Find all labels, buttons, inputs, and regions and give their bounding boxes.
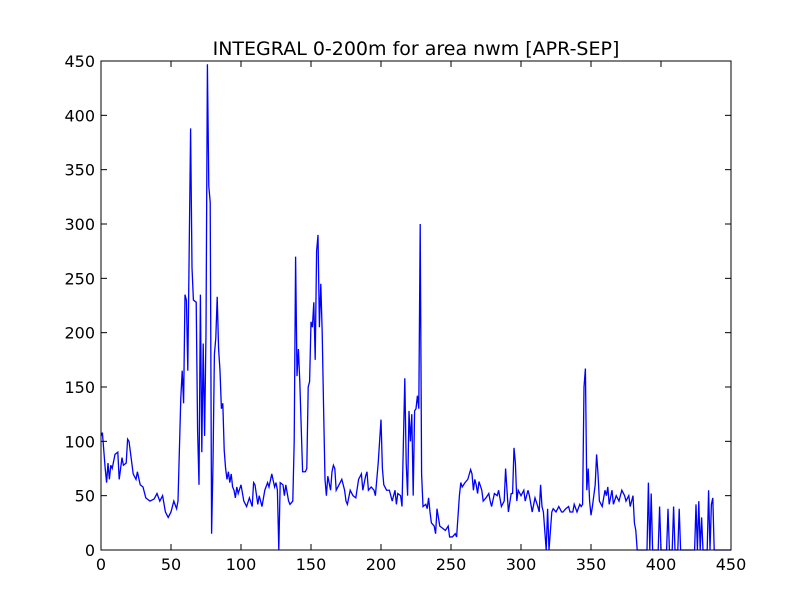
y-tick-label: 400 <box>64 106 95 125</box>
x-tick-label: 250 <box>436 555 467 574</box>
x-tick-label: 400 <box>646 555 677 574</box>
plot-frame <box>100 60 732 551</box>
y-tick-label: 50 <box>75 487 95 506</box>
x-tick-label: 0 <box>96 555 106 574</box>
y-tick-label: 250 <box>64 269 95 288</box>
x-tick-label: 150 <box>296 555 327 574</box>
chart-title: INTEGRAL 0-200m for area nwm [APR-SEP] <box>213 38 620 60</box>
y-tick-label: 100 <box>64 432 95 451</box>
y-tick-label: 0 <box>85 541 95 560</box>
y-tick-label: 450 <box>64 52 95 71</box>
x-tick-label: 300 <box>506 555 537 574</box>
x-tick-label: 350 <box>576 555 607 574</box>
x-tick-label: 200 <box>366 555 397 574</box>
y-tick-label: 150 <box>64 378 95 397</box>
y-tick-label: 350 <box>64 161 95 180</box>
y-tick-label: 300 <box>64 215 95 234</box>
x-tick-label: 450 <box>716 555 747 574</box>
x-tick-label: 50 <box>161 555 181 574</box>
data-line <box>100 64 731 551</box>
x-tick-label: 100 <box>226 555 257 574</box>
y-tick-label: 200 <box>64 324 95 343</box>
